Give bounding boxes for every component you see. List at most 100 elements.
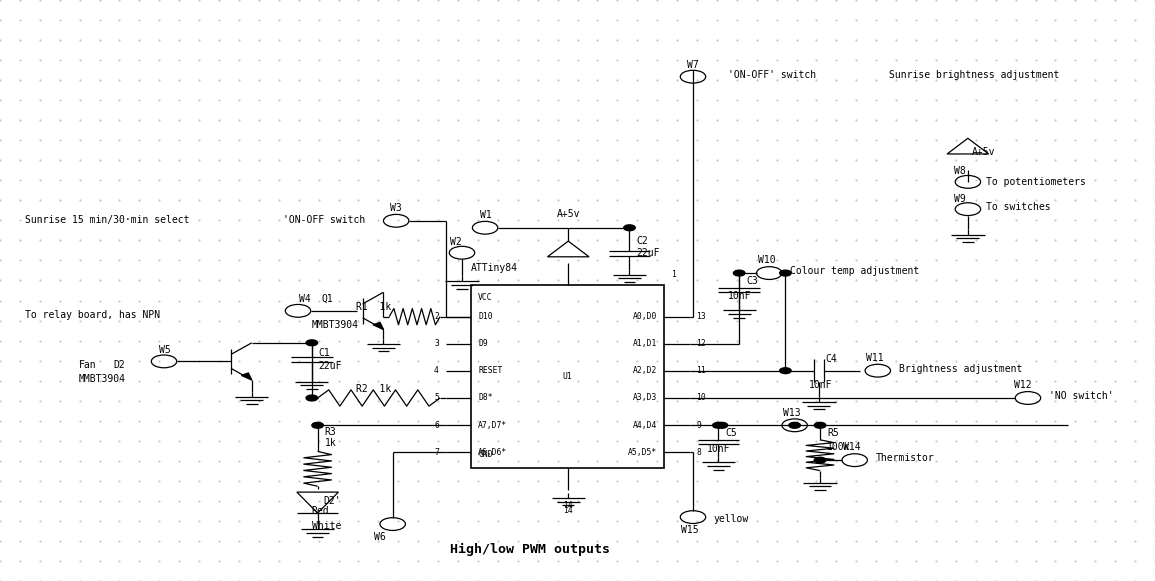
- Bar: [471, 285, 664, 468]
- Text: 10nF: 10nF: [707, 443, 730, 454]
- Text: Fan: Fan: [79, 360, 96, 371]
- Circle shape: [624, 225, 635, 231]
- Text: A2,D2: A2,D2: [633, 366, 657, 375]
- Text: C5: C5: [725, 428, 737, 439]
- Text: MMBT3904: MMBT3904: [79, 374, 126, 384]
- Text: C2: C2: [636, 235, 648, 246]
- Text: C1: C1: [319, 348, 330, 358]
- Circle shape: [733, 270, 745, 276]
- Text: W10: W10: [758, 255, 775, 266]
- Text: W4: W4: [299, 294, 311, 304]
- Text: A4,D4: A4,D4: [633, 421, 657, 430]
- Circle shape: [713, 422, 724, 428]
- Text: W13: W13: [783, 407, 800, 418]
- Text: 9: 9: [696, 421, 701, 430]
- Text: D2': D2': [323, 496, 341, 506]
- Text: 14: 14: [564, 505, 573, 515]
- Text: 3: 3: [434, 339, 439, 349]
- Text: MMBT3904: MMBT3904: [312, 320, 359, 331]
- Text: D9: D9: [478, 339, 487, 349]
- Text: To potentiometers: To potentiometers: [986, 177, 1086, 187]
- Text: 2: 2: [434, 312, 439, 321]
- Text: White: White: [312, 521, 341, 532]
- Text: 100k: 100k: [827, 442, 850, 453]
- Text: 11: 11: [696, 366, 706, 375]
- Text: 1: 1: [671, 270, 676, 279]
- Polygon shape: [241, 373, 252, 380]
- Text: Thermistor: Thermistor: [875, 453, 934, 464]
- Circle shape: [814, 457, 826, 463]
- Circle shape: [306, 340, 318, 346]
- Text: W14: W14: [843, 442, 860, 453]
- Text: D10: D10: [478, 312, 493, 321]
- Text: RESET: RESET: [478, 366, 502, 375]
- Circle shape: [814, 422, 826, 428]
- Text: A0,D0: A0,D0: [633, 312, 657, 321]
- Text: VCC: VCC: [478, 293, 493, 302]
- Circle shape: [716, 422, 728, 428]
- Text: yellow: yellow: [714, 514, 750, 524]
- Text: W11: W11: [866, 353, 884, 363]
- Circle shape: [780, 368, 791, 374]
- Text: W2: W2: [450, 237, 462, 248]
- Text: A3,D3: A3,D3: [633, 393, 657, 403]
- Text: 10: 10: [696, 393, 706, 403]
- Text: C4: C4: [826, 354, 837, 364]
- Text: ATTiny84: ATTiny84: [471, 263, 519, 274]
- Text: R1  1k: R1 1k: [356, 302, 392, 313]
- Text: Red: Red: [312, 505, 329, 516]
- Circle shape: [306, 395, 318, 401]
- Text: 5: 5: [434, 393, 439, 403]
- Text: W8: W8: [954, 166, 966, 177]
- Text: To switches: To switches: [986, 202, 1051, 213]
- Text: 1k: 1k: [325, 437, 336, 448]
- Text: 12: 12: [696, 339, 706, 349]
- Text: A6,D6*: A6,D6*: [478, 447, 507, 457]
- Text: A1,D1: A1,D1: [633, 339, 657, 349]
- Text: W9: W9: [954, 193, 966, 204]
- Text: 10nF: 10nF: [728, 291, 751, 302]
- Text: 'ON-OFF switch: 'ON-OFF switch: [283, 214, 365, 225]
- Text: W6: W6: [374, 532, 386, 542]
- Circle shape: [789, 422, 800, 428]
- Text: 22uF: 22uF: [319, 361, 342, 371]
- Text: R2  1k: R2 1k: [356, 383, 392, 394]
- Text: C3: C3: [746, 276, 758, 286]
- Text: Colour temp adjustment: Colour temp adjustment: [790, 266, 919, 277]
- Text: W5: W5: [159, 345, 171, 355]
- Text: U1: U1: [561, 372, 572, 381]
- Text: W7: W7: [687, 60, 699, 70]
- Text: Sunrise 15 min/30·min select: Sunrise 15 min/30·min select: [25, 214, 189, 225]
- Text: High/low PWM outputs: High/low PWM outputs: [450, 543, 611, 555]
- Text: Sunrise brightness adjustment: Sunrise brightness adjustment: [889, 70, 1060, 80]
- Text: 14: 14: [564, 501, 573, 510]
- Text: 7: 7: [434, 447, 439, 457]
- Text: A7,D7*: A7,D7*: [478, 421, 507, 430]
- Text: 13: 13: [696, 312, 706, 321]
- Text: A5,D5*: A5,D5*: [628, 447, 657, 457]
- Text: D8*: D8*: [478, 393, 493, 403]
- Text: 10nF: 10nF: [808, 380, 832, 390]
- Polygon shape: [373, 322, 383, 329]
- Text: 4: 4: [434, 366, 439, 375]
- Text: D2: D2: [113, 360, 125, 371]
- Text: 'NO switch': 'NO switch': [1049, 391, 1113, 401]
- Text: 6: 6: [434, 421, 439, 430]
- Text: A+5v: A+5v: [557, 209, 580, 220]
- Text: 'ON-OFF' switch: 'ON-OFF' switch: [728, 70, 815, 80]
- Text: R3: R3: [325, 427, 336, 437]
- Text: W1: W1: [480, 210, 492, 220]
- Text: 22uF: 22uF: [636, 248, 660, 259]
- Text: R5: R5: [827, 428, 839, 439]
- Text: Brightness adjustment: Brightness adjustment: [899, 364, 1022, 374]
- Circle shape: [312, 422, 323, 428]
- Text: 8: 8: [696, 447, 701, 457]
- Text: W12: W12: [1014, 380, 1031, 390]
- Text: Q1: Q1: [321, 294, 333, 304]
- Text: W15: W15: [681, 525, 699, 535]
- Text: To relay board, has NPN: To relay board, has NPN: [25, 310, 161, 320]
- Text: A+5v: A+5v: [971, 147, 994, 157]
- Text: GND: GND: [478, 450, 493, 460]
- Circle shape: [780, 270, 791, 276]
- Text: W3: W3: [390, 203, 402, 213]
